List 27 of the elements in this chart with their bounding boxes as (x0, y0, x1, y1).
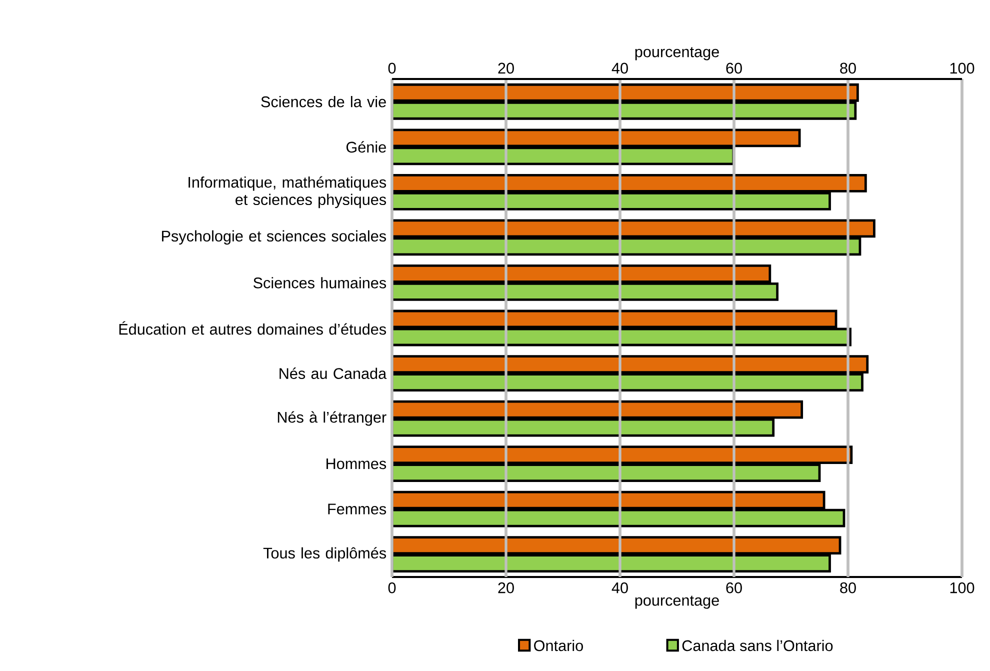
y-tick-label: Femmes (328, 504, 386, 514)
y-tick-label: Psychologie et sciences sociales (162, 230, 386, 245)
x2-tick-label: 60 (726, 62, 742, 74)
y-tick-label: Tous les diplômés (263, 547, 386, 562)
x2-tick-label: 100 (950, 62, 974, 74)
x2-tick-label: 80 (840, 62, 856, 74)
x2-tick-label: 20 (498, 62, 514, 74)
x2-axis-title: pourcentage (635, 47, 719, 60)
y-tick-label: Éducation et autres domaines d’études (119, 321, 386, 335)
legend-label: Canada sans l’Ontario (682, 640, 833, 652)
x-tick-label: 80 (840, 582, 856, 594)
x-axis-title: pourcentage (635, 596, 719, 609)
y-tick-label: Génie (346, 141, 386, 153)
x-tick-label: 60 (726, 582, 742, 594)
x2-tick-label: 40 (612, 62, 628, 74)
y-tick-label: Nés au Canada (280, 368, 387, 379)
x-tick-label: 20 (498, 582, 514, 594)
x-tick-label: 40 (612, 582, 628, 594)
y-tick-label: Sciences humaines (254, 277, 386, 288)
y-tick-label: Informatique, mathématiques et sciences physiques (188, 176, 386, 208)
x-tick-label: 100 (950, 582, 974, 594)
y-tick-label: Sciences de la vie (261, 96, 386, 108)
legend-label: Ontario (534, 640, 583, 652)
y-tick-label: Nés à l’étranger (278, 411, 386, 426)
x-tick-label: 0 (388, 582, 396, 594)
x2-tick-label: 0 (388, 62, 396, 74)
y-tick-label: Hommes (326, 458, 386, 470)
